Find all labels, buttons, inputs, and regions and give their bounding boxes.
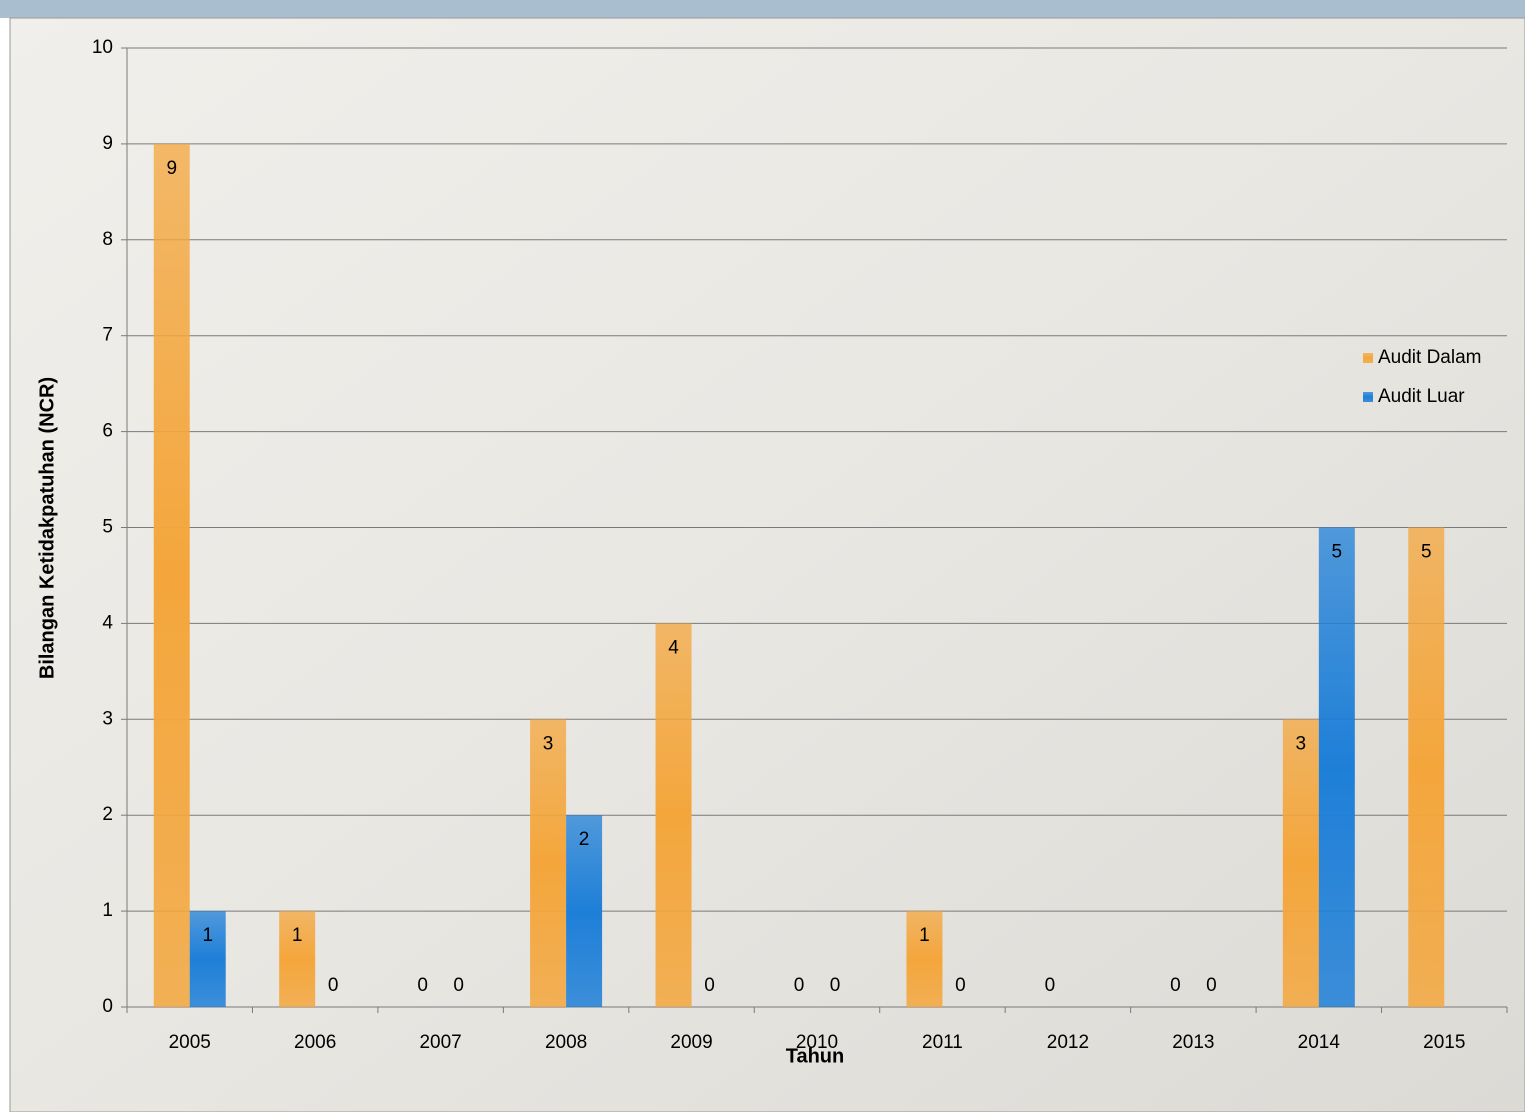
x-tick-label: 2008 — [545, 1032, 587, 1053]
legend-label: Audit Luar — [1378, 386, 1465, 407]
data-label: 3 — [1296, 733, 1307, 754]
bar — [906, 911, 943, 1007]
bar — [655, 623, 692, 1007]
bar — [153, 143, 190, 1007]
data-label: 0 — [1045, 975, 1056, 996]
x-tick-label: 2015 — [1423, 1032, 1465, 1053]
data-label: 0 — [1206, 975, 1217, 996]
x-tick-label: 2009 — [670, 1032, 712, 1053]
x-tick-label: 2010 — [796, 1032, 838, 1053]
data-label: 4 — [668, 637, 679, 658]
data-label: 0 — [794, 975, 805, 996]
x-tick-label: 2011 — [922, 1032, 963, 1053]
background — [9, 17, 1525, 1112]
y-tick-label: 8 — [102, 229, 113, 250]
bar — [1318, 527, 1355, 1007]
y-tick-label: 7 — [102, 325, 113, 346]
data-label: 1 — [292, 925, 303, 946]
y-tick-label: 2 — [102, 804, 113, 825]
y-tick-label: 6 — [102, 421, 113, 442]
y-tick-label: 3 — [102, 708, 113, 729]
data-label: 1 — [919, 925, 930, 946]
data-label: 0 — [328, 975, 339, 996]
data-label: 2 — [579, 829, 590, 850]
x-tick-label: 2014 — [1298, 1032, 1341, 1053]
bar — [279, 911, 316, 1007]
data-label: 0 — [453, 975, 464, 996]
data-label: 0 — [830, 975, 841, 996]
data-label: 5 — [1332, 542, 1343, 563]
data-label: 0 — [704, 975, 715, 996]
bar — [1282, 719, 1319, 1007]
data-label: 0 — [1170, 975, 1181, 996]
x-tick-label: 2013 — [1172, 1032, 1214, 1053]
x-tick-label: 2005 — [169, 1032, 211, 1053]
x-tick-label: 2012 — [1047, 1032, 1089, 1053]
data-label: 5 — [1421, 542, 1432, 563]
x-tick-label: 2006 — [294, 1032, 336, 1053]
bar — [1408, 527, 1445, 1007]
data-label: 1 — [202, 925, 213, 946]
data-label: 3 — [543, 733, 554, 754]
data-label: 0 — [417, 975, 428, 996]
data-label: 9 — [166, 158, 177, 179]
y-tick-label: 4 — [102, 612, 113, 633]
bar — [530, 719, 567, 1007]
x-tick-label: 2007 — [419, 1032, 461, 1053]
y-axis-label: Bilangan Ketidakpatuhan (NCR) — [36, 377, 58, 679]
y-tick-label: 9 — [102, 133, 113, 154]
legend-swatch — [1363, 392, 1373, 402]
bar — [566, 815, 603, 1007]
y-tick-label: 1 — [102, 900, 113, 921]
legend-swatch — [1363, 353, 1373, 363]
bar — [189, 911, 226, 1007]
x-axis-label: Tahun — [786, 1045, 845, 1067]
data-label: 0 — [955, 975, 966, 996]
top-strip — [0, 0, 1525, 18]
y-tick-label: 10 — [92, 37, 113, 58]
y-tick-label: 5 — [102, 517, 113, 538]
y-tick-label: 0 — [102, 996, 113, 1017]
legend-label: Audit Dalam — [1378, 347, 1482, 368]
